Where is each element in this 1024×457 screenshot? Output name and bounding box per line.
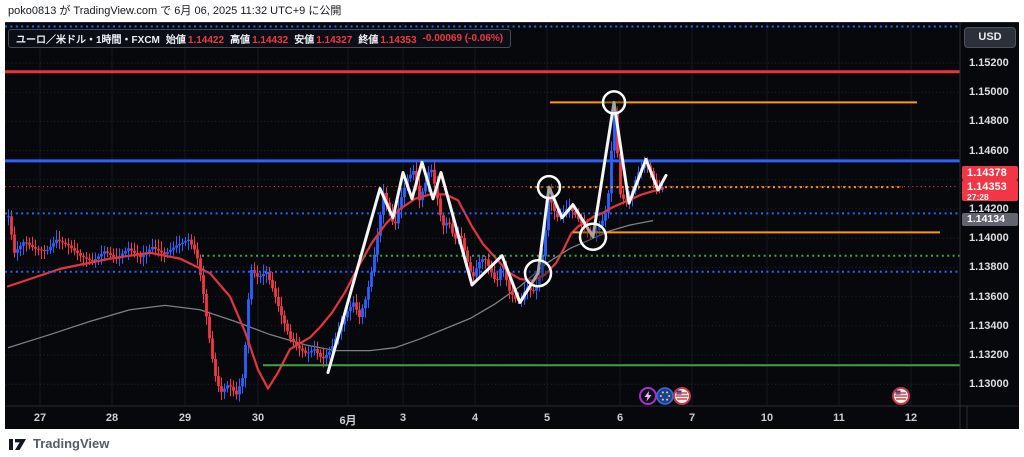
time-tick-label: 6 [616, 412, 624, 424]
ohlc-field-value: 1.14422 [187, 35, 225, 46]
economic-event-icon[interactable] [639, 387, 657, 405]
chart-frame[interactable]: ユーロ／米ドル・1時間・FXCM 始値 1.14422 高値 1.14432 安値 1.1… [5, 22, 1019, 430]
ohlc-field-value: 1.14432 [252, 35, 289, 46]
time-tick-label: 5 [543, 412, 551, 424]
ask-price-label: 1.14378 [962, 165, 1018, 180]
time-tick-label: 7 [688, 412, 696, 424]
currency-toggle-button[interactable]: USD [964, 27, 1016, 48]
vertical-gridlines [39, 23, 912, 406]
pivot-circle[interactable] [536, 174, 562, 200]
us-flag-icon[interactable] [673, 387, 691, 405]
indicator-price-value: 1.14134 [967, 212, 1005, 225]
change-value: -0.00069 (-0.06%) [422, 33, 504, 44]
symbol-title[interactable]: ユーロ／米ドル・1時間・FXCM [16, 35, 160, 46]
pivot-circle[interactable] [578, 222, 608, 251]
price-tick-label: 1.13600 [969, 290, 1009, 303]
us-flag-icon[interactable] [892, 387, 910, 405]
site-footer: TradingView [0, 429, 1024, 457]
price-tick-label: 1.15000 [969, 86, 1009, 99]
ohlc-field-label: 終値 [358, 35, 379, 46]
time-tick-label: 10 [760, 412, 774, 424]
price-tick-label: 1.14200 [969, 203, 1009, 215]
ohlc-field-value: 1.14353 [380, 35, 417, 46]
bar-close-countdown: 27:28 [967, 191, 989, 202]
price-axis[interactable]: USD 1.15200 1.15000 1.14800 1.14600 1.14200 1… [961, 23, 1019, 407]
ask-price-value: 1.14378 [967, 166, 1007, 179]
price-tick-label: 1.15200 [969, 57, 1009, 69]
event-icons [639, 387, 910, 405]
price-tick-label: 1.13800 [969, 261, 1009, 274]
price-tick-label: 1.14600 [969, 144, 1009, 157]
price-tick-label: 1.14800 [969, 115, 1009, 128]
axis-borders [5, 23, 1019, 430]
tradingview-logo[interactable] [9, 435, 27, 451]
ma-fast-line [6, 187, 665, 390]
time-tick-label: 29 [178, 412, 192, 424]
last-price-label: 1.14353 27:28 [962, 179, 1018, 202]
ohlc-field-label: 始値 [165, 35, 186, 46]
price-tick-label: 1.14000 [969, 232, 1009, 245]
publish-header: poko0813 が TradingView.com で 6月 06, 2025… [0, 0, 1024, 22]
time-tick-label: 6月 [339, 415, 357, 427]
time-tick-label: 12 [904, 412, 918, 424]
indicator-price-label: 1.14134 [962, 212, 1018, 226]
ohlc-field-value: 1.14327 [316, 35, 353, 46]
publish-info-text: poko0813 が TradingView.com で 6月 06, 2025… [8, 5, 342, 17]
pivot-circle[interactable] [601, 90, 627, 115]
last-price-value: 1.14353 [967, 180, 1007, 193]
pivot-circle[interactable] [523, 258, 553, 288]
horizontal-gridlines [5, 62, 960, 385]
zigzag-drawing[interactable] [326, 90, 668, 375]
ohlc-field-label: 高値 [230, 35, 251, 46]
chart-canvas[interactable] [5, 23, 1019, 430]
time-tick-label: 28 [105, 412, 119, 424]
tradingview-logo-icon [9, 439, 26, 450]
time-tick-label: 30 [251, 412, 265, 424]
ohlc-values: 始値 1.14422 高値 1.14432 安値 1.14327 終値 1.14353 [160, 31, 417, 46]
price-tick-label: 1.13000 [969, 378, 1009, 391]
eu-flag-icon[interactable] [656, 387, 674, 405]
price-tick-label: 1.13200 [969, 349, 1009, 361]
horizontal-drawing-lines[interactable] [5, 25, 960, 367]
time-axis[interactable]: 27 28 29 30 6月 3 4 5 6 7 10 11 12 [5, 407, 960, 430]
time-tick-label: 11 [833, 412, 845, 424]
tradingview-brand-text[interactable]: TradingView [33, 435, 110, 451]
ohlc-field-label: 安値 [294, 35, 315, 46]
price-tick-label: 1.13400 [969, 319, 1009, 332]
symbol-legend[interactable]: ユーロ／米ドル・1時間・FXCM 始値 1.14422 高値 1.14432 安値 1.1… [8, 29, 512, 48]
time-tick-label: 3 [399, 412, 407, 424]
time-tick-label: 27 [33, 412, 47, 424]
time-tick-label: 4 [471, 412, 479, 424]
ma-slow-line [7, 220, 654, 352]
